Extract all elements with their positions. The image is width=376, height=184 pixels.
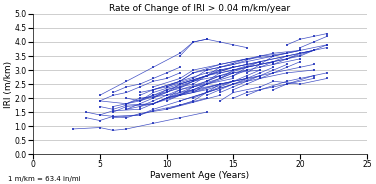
X-axis label: Pavement Age (Years): Pavement Age (Years) (150, 171, 250, 180)
Y-axis label: IRI (m/km): IRI (m/km) (4, 61, 13, 108)
Text: 1 m/km = 63.4 in/mi: 1 m/km = 63.4 in/mi (8, 176, 80, 182)
Title: Rate of Change of IRI > 0.04 m/km/year: Rate of Change of IRI > 0.04 m/km/year (109, 4, 291, 13)
